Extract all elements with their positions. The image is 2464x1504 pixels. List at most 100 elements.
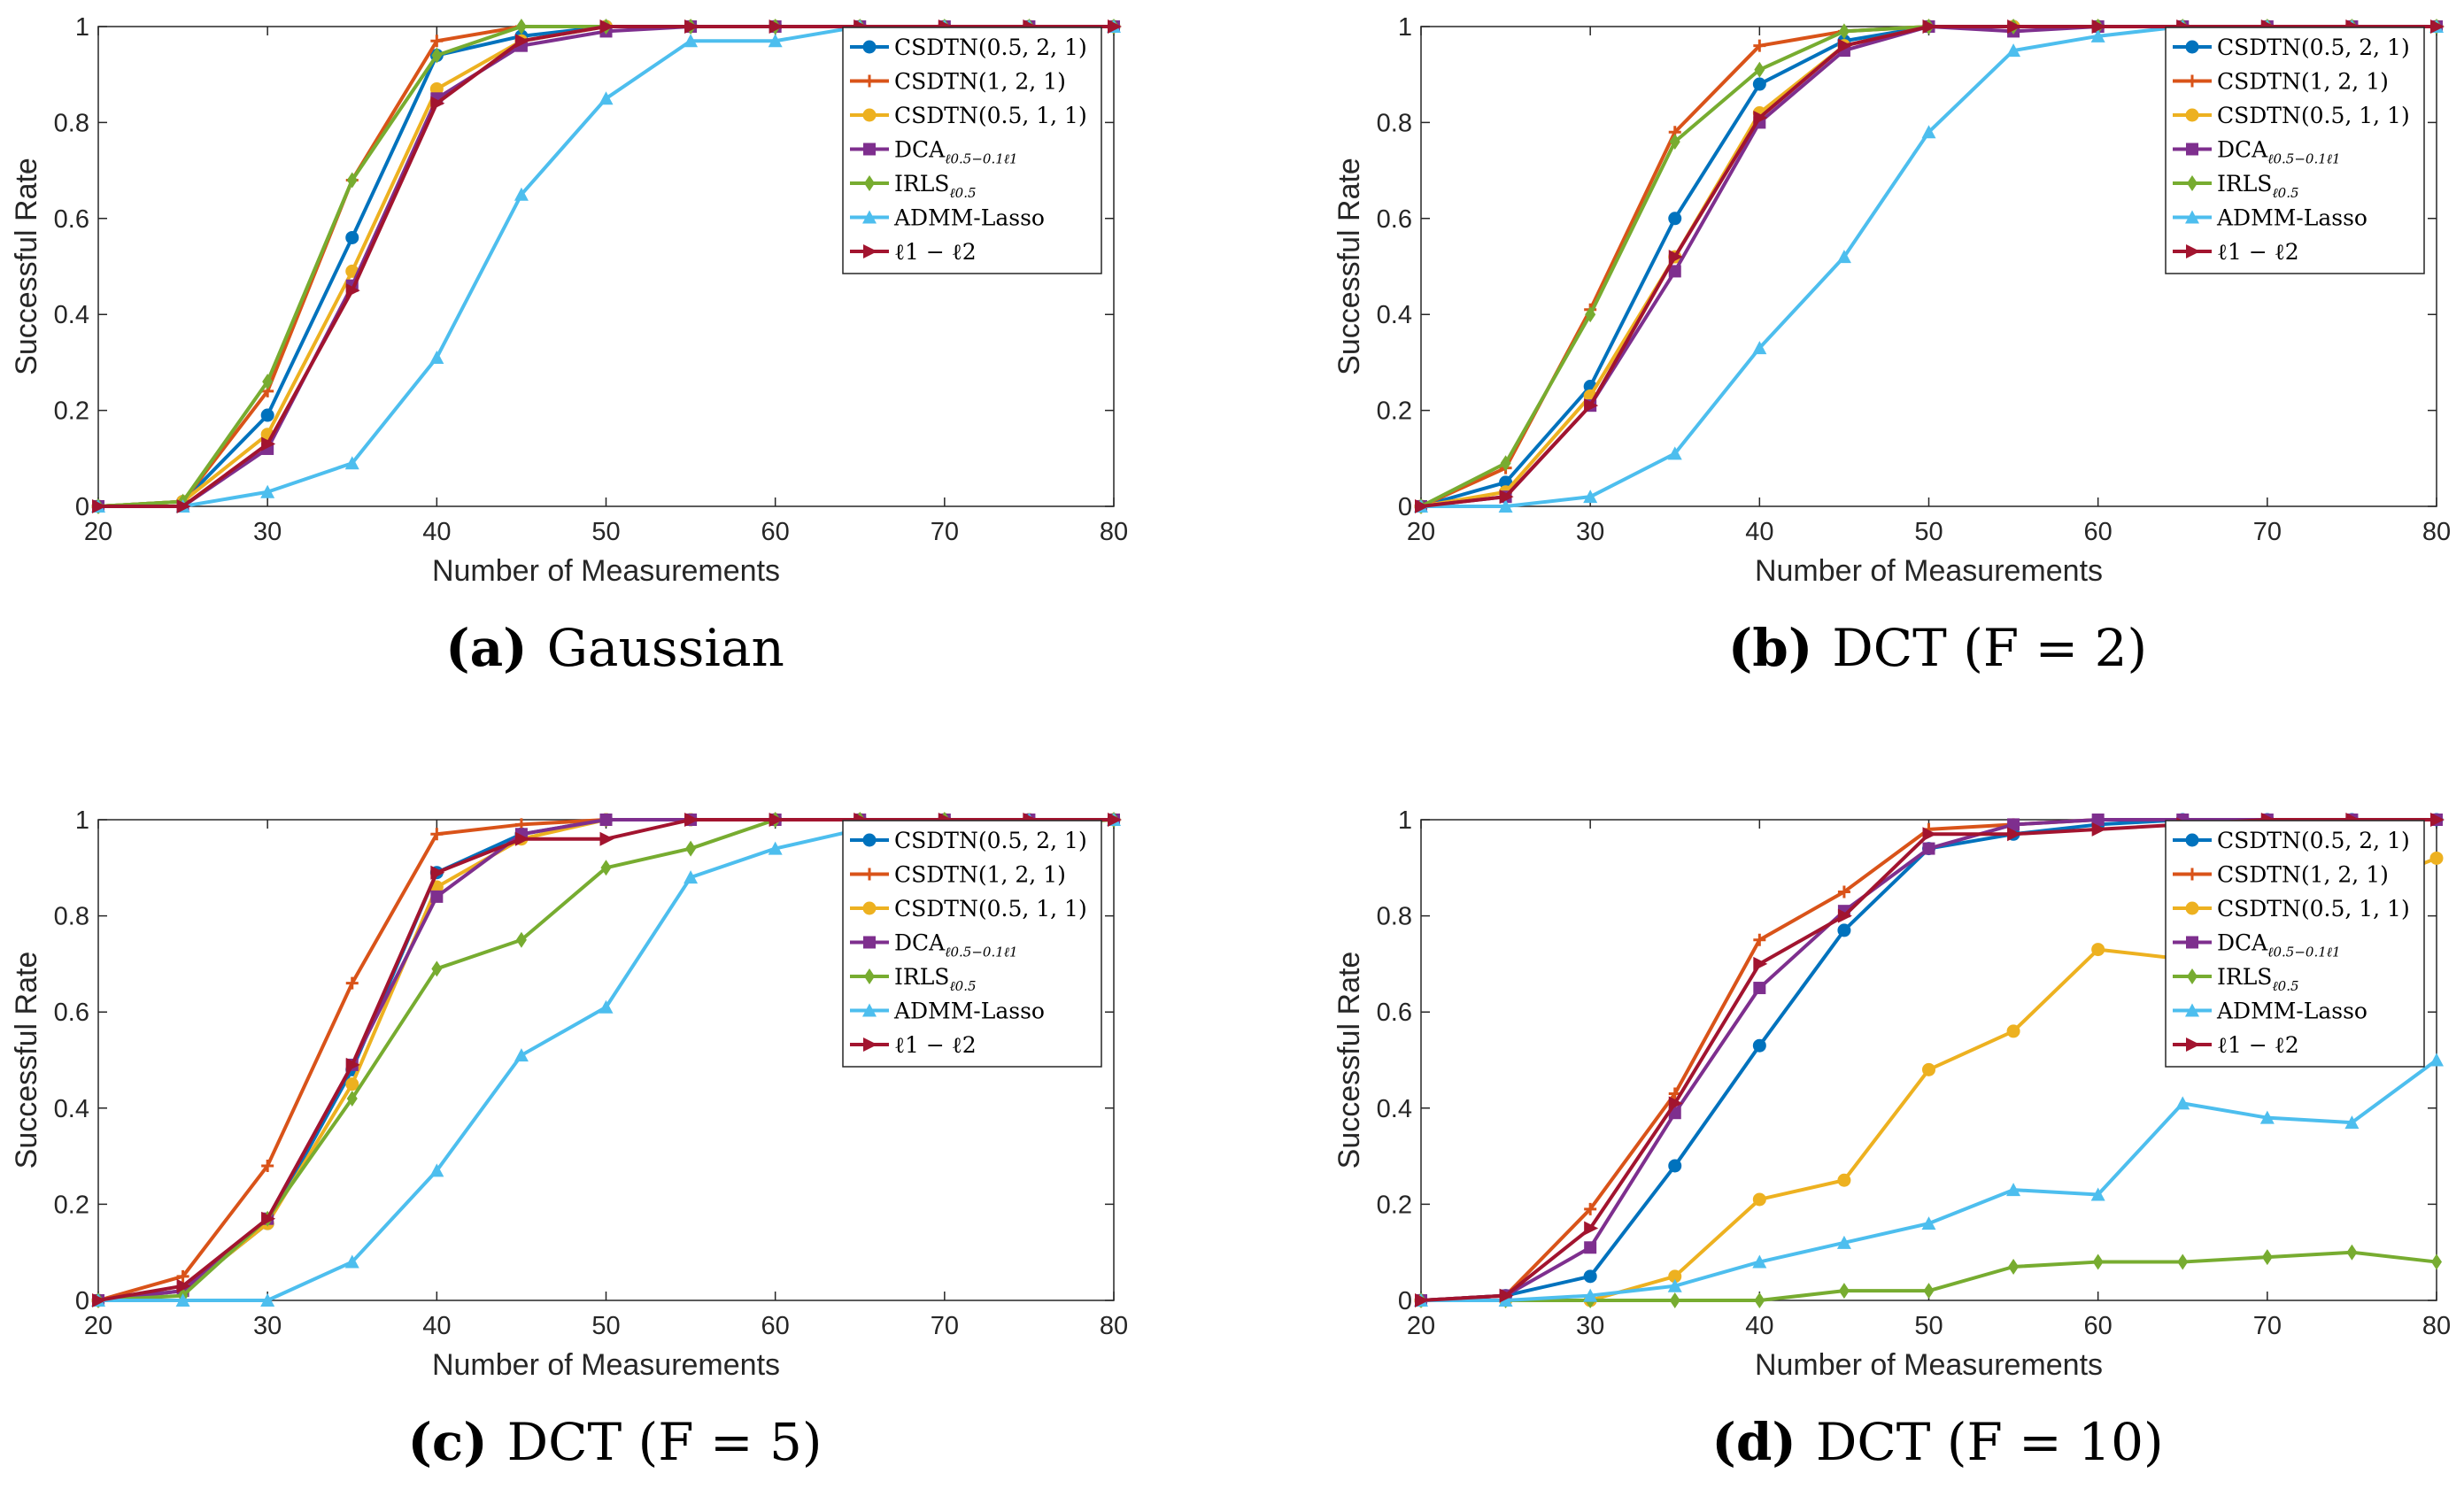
data-point — [1837, 38, 1852, 53]
caption-text: DCT (F = 2) — [1832, 618, 2147, 678]
legend-marker — [863, 1037, 877, 1052]
y-tick-label: 0.2 — [54, 397, 89, 426]
data-point — [2177, 1253, 2189, 1270]
data-point — [1753, 933, 1766, 946]
data-point — [2091, 19, 2106, 34]
data-point — [430, 35, 444, 48]
data-point — [1923, 1283, 1935, 1300]
legend-label-text: CSDTN(0.5, 2, 1) — [2217, 828, 2410, 853]
x-tick-label: 50 — [1914, 518, 1943, 546]
x-tick-label: 60 — [2084, 1312, 2113, 1340]
chart-panel: 20 30 40 50 60 70 80 0 0.2 0.4 0.6 0.8 1 Number of Me… — [10, 13, 1128, 678]
data-point — [430, 828, 444, 841]
legend-marker — [2186, 868, 2198, 881]
data-point — [1584, 1221, 1599, 1236]
y-tick-label: 0.4 — [1377, 1095, 1412, 1123]
data-point — [1108, 19, 1122, 34]
legend-label: ℓ1 − ℓ2 — [2217, 1032, 2299, 1058]
legend-label-text: ADMM-Lasso — [893, 999, 1045, 1024]
legend-marker — [862, 833, 877, 847]
data-point — [1922, 1062, 1935, 1076]
data-point — [1921, 1216, 1936, 1230]
data-point — [2006, 43, 2021, 58]
y-tick-label: 0 — [1398, 493, 1412, 521]
legend-label-text: ADMM-Lasso — [2216, 999, 2367, 1024]
legend-label: CSDTN(0.5, 1, 1) — [2217, 103, 2410, 128]
legend-marker — [2186, 244, 2200, 258]
legend-label-subscript: ℓ0.5 — [949, 185, 976, 201]
data-point — [599, 814, 613, 826]
data-point — [1415, 499, 1429, 513]
data-point — [1498, 499, 1513, 513]
caption-panel-label: (d) — [1711, 1412, 1796, 1472]
legend-label-text: DCA — [2217, 137, 2268, 163]
y-tick-label: 1 — [1398, 806, 1412, 835]
data-point — [1752, 1254, 1767, 1269]
data-point — [2346, 1244, 2358, 1261]
data-point — [2431, 1253, 2442, 1270]
series-6 — [92, 19, 1122, 513]
data-point — [346, 172, 358, 189]
data-point — [1753, 956, 1768, 971]
data-point — [685, 840, 697, 857]
data-point — [1752, 1038, 1766, 1053]
data-point — [2090, 1187, 2105, 1201]
legend-marker — [2186, 143, 2198, 156]
legend-label: ℓ1 − ℓ2 — [894, 239, 977, 265]
legend-label-text: IRLS — [894, 171, 949, 197]
legend-label-text: CSDTN(1, 2, 1) — [2217, 69, 2389, 95]
caption: (b) DCT (F = 2) — [1728, 618, 2147, 678]
x-tick-label: 80 — [2422, 518, 2451, 546]
data-point — [1837, 1173, 1851, 1187]
data-point — [2430, 813, 2445, 827]
legend-label: CSDTN(0.5, 2, 1) — [2217, 828, 2410, 853]
series-6 — [1415, 19, 2445, 513]
legend-label-text: ℓ1 − ℓ2 — [894, 239, 977, 265]
x-tick-label: 40 — [1745, 518, 1773, 546]
y-tick-label: 1 — [1398, 13, 1412, 42]
y-tick-label: 0.2 — [1377, 1191, 1412, 1219]
data-point — [430, 890, 444, 903]
legend-label: IRLSℓ0.5 — [894, 171, 977, 201]
y-tick-label: 0.6 — [1377, 205, 1412, 234]
legend-marker — [2185, 210, 2199, 224]
data-point — [1500, 455, 1511, 472]
data-point — [1583, 1288, 1598, 1302]
x-tick-label: 50 — [1914, 1312, 1943, 1340]
data-point — [1753, 982, 1766, 995]
data-point — [1667, 1278, 1682, 1292]
x-tick-label: 80 — [1100, 1312, 1128, 1340]
legend-marker — [863, 936, 876, 949]
x-tick-label: 40 — [422, 1312, 451, 1340]
data-point — [260, 1293, 275, 1307]
legend-label-text: CSDTN(0.5, 2, 1) — [894, 828, 1087, 853]
y-axis-label: Successful Rate — [10, 952, 43, 1169]
legend-label-text: CSDTN(1, 2, 1) — [2217, 862, 2389, 888]
data-point — [2344, 1115, 2360, 1130]
data-point — [92, 1293, 106, 1307]
legend-label: ℓ1 − ℓ2 — [2217, 239, 2299, 265]
data-point — [260, 408, 274, 422]
legend-label: DCAℓ0.5−0.1ℓ1 — [2217, 137, 2341, 167]
data-point — [1837, 923, 1851, 937]
x-tick-label: 80 — [2422, 1312, 2451, 1340]
legend-label: CSDTN(1, 2, 1) — [2217, 69, 2389, 95]
data-point — [2429, 1053, 2444, 1067]
y-tick-label: 0 — [1398, 1287, 1412, 1315]
data-point — [1752, 341, 1767, 355]
data-point — [514, 831, 529, 846]
data-point — [429, 1163, 444, 1177]
legend-label: DCAℓ0.5−0.1ℓ1 — [894, 137, 1018, 167]
y-tick-label: 0.2 — [54, 1191, 89, 1219]
data-point — [1753, 39, 1766, 52]
data-point — [175, 1293, 190, 1307]
x-tick-label: 80 — [1100, 518, 1128, 546]
legend-label: ADMM-Lasso — [2216, 999, 2367, 1024]
data-point — [2007, 827, 2022, 842]
x-tick-label: 40 — [1745, 1312, 1773, 1340]
data-point — [2007, 19, 2022, 34]
chart-panel: 20 30 40 50 60 70 80 0 0.2 0.4 0.6 0.8 1 Number of Me… — [1332, 806, 2451, 1472]
legend-label-text: ADMM-Lasso — [2216, 205, 2367, 231]
x-axis-label: Number of Measurements — [432, 1348, 780, 1382]
